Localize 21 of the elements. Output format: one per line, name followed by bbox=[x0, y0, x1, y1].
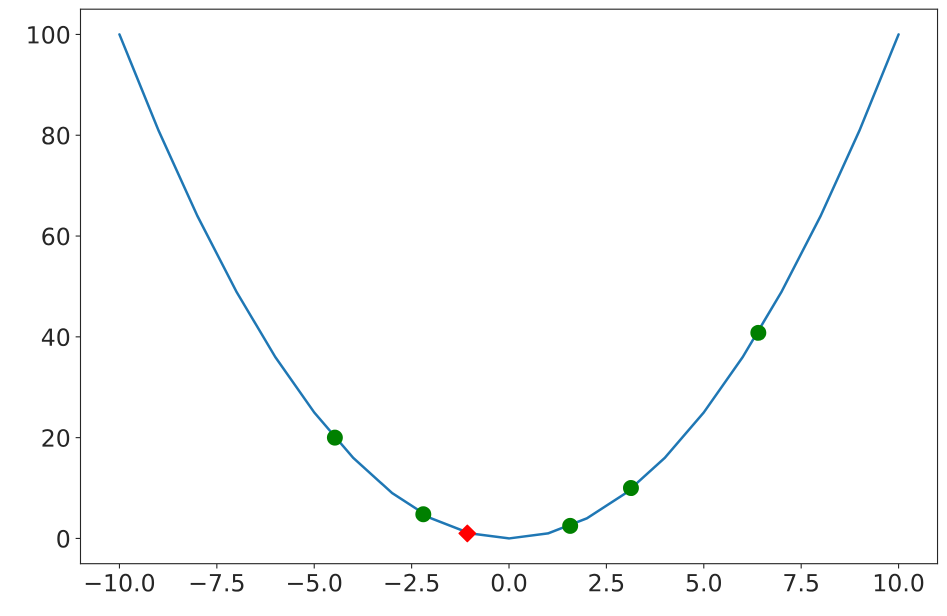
y-tick-label: 40 bbox=[42, 328, 70, 346]
y-tick-label: 80 bbox=[42, 126, 70, 145]
x-tick-label: 10.0 bbox=[874, 574, 924, 592]
y-tick-label: 100 bbox=[28, 26, 70, 44]
x-tick-label: −2.5 bbox=[385, 574, 438, 592]
x-tick-label: −7.5 bbox=[190, 574, 244, 592]
x-tick-label: 5.0 bbox=[686, 574, 721, 592]
point bbox=[622, 480, 639, 496]
x-tick-label: −10.0 bbox=[86, 574, 154, 592]
y-tick-label: 20 bbox=[42, 429, 70, 447]
y-tick-label: 0 bbox=[57, 530, 70, 548]
x-tick-label: 2.5 bbox=[589, 574, 624, 592]
y-tick-label: 60 bbox=[42, 227, 70, 246]
point bbox=[750, 324, 766, 341]
point bbox=[562, 518, 578, 534]
x-tick-label: 0.0 bbox=[492, 574, 526, 592]
point bbox=[458, 524, 476, 542]
x-tick-label: −5.0 bbox=[288, 574, 342, 592]
point bbox=[326, 430, 343, 446]
x-tick-label: 7.5 bbox=[784, 574, 818, 592]
point bbox=[415, 506, 432, 522]
